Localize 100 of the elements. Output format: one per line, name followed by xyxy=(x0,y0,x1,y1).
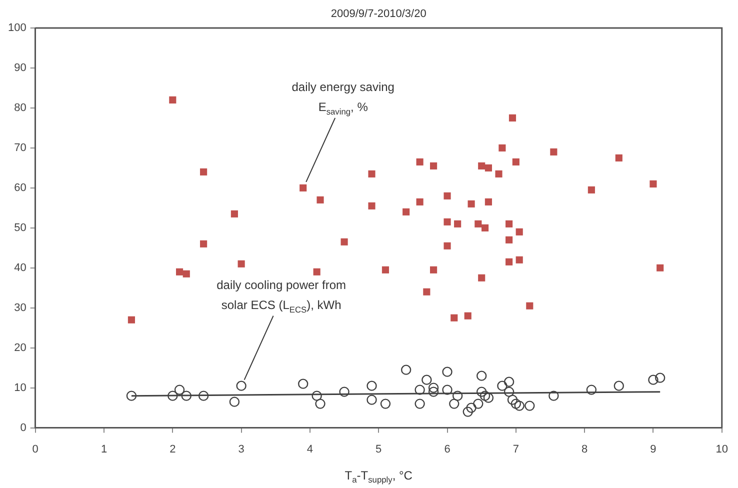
point xyxy=(174,384,185,395)
point xyxy=(402,208,410,216)
x-tick-label: 2 xyxy=(170,443,176,456)
point xyxy=(414,398,425,409)
point xyxy=(506,258,513,266)
point xyxy=(442,384,452,395)
x-tick-label: 6 xyxy=(444,443,450,456)
point xyxy=(481,224,489,232)
point xyxy=(615,154,622,162)
point xyxy=(444,242,451,250)
point xyxy=(236,380,246,391)
point xyxy=(506,236,513,244)
y-tick-label: 30 xyxy=(14,302,26,314)
point xyxy=(468,200,475,208)
point xyxy=(229,396,240,407)
x-tick-label: 3 xyxy=(238,443,244,456)
point xyxy=(315,398,326,409)
point xyxy=(400,364,412,375)
x-tick-label: 10 xyxy=(716,443,728,456)
point xyxy=(230,210,238,218)
y-tick-label: 20 xyxy=(14,342,26,354)
point xyxy=(526,302,534,310)
x-tick-label: 8 xyxy=(582,443,588,456)
y-tick-label: 80 xyxy=(14,102,26,114)
point xyxy=(548,390,559,401)
point xyxy=(504,386,514,397)
point xyxy=(614,380,624,391)
point xyxy=(416,198,424,206)
point xyxy=(442,366,452,377)
point xyxy=(510,398,522,409)
point xyxy=(312,390,322,401)
point xyxy=(466,402,476,413)
point xyxy=(300,184,307,192)
point xyxy=(586,384,597,395)
point xyxy=(498,144,506,152)
point xyxy=(476,370,487,381)
point xyxy=(464,312,472,320)
point xyxy=(316,196,324,204)
point xyxy=(366,380,377,391)
x-tick-label: 0 xyxy=(32,443,38,456)
point xyxy=(588,186,595,194)
point xyxy=(339,386,350,397)
point xyxy=(497,380,508,391)
point xyxy=(656,264,664,272)
point xyxy=(416,158,424,166)
point xyxy=(422,374,432,385)
point xyxy=(484,198,492,206)
y-tick-label: 40 xyxy=(14,262,26,274)
point xyxy=(452,390,463,401)
point xyxy=(238,260,245,268)
point xyxy=(478,162,486,170)
point xyxy=(474,220,482,228)
point xyxy=(430,162,438,170)
point xyxy=(423,288,430,296)
chart-title: 2009/9/7-2010/3/20 xyxy=(330,8,426,20)
point xyxy=(473,398,484,409)
x-tick-label: 1 xyxy=(100,443,108,456)
point xyxy=(366,394,377,405)
point xyxy=(444,192,451,200)
point xyxy=(176,268,184,276)
point xyxy=(507,394,518,405)
y-tick-label: 50 xyxy=(14,222,26,234)
point xyxy=(454,220,462,228)
y-tick-label: 0 xyxy=(20,422,26,434)
point xyxy=(182,270,190,278)
point xyxy=(516,228,523,236)
point xyxy=(169,96,176,104)
point xyxy=(368,202,376,210)
x-tick-label: 4 xyxy=(306,443,314,456)
point xyxy=(648,374,658,385)
point xyxy=(380,398,391,409)
point xyxy=(480,390,490,401)
point xyxy=(298,378,308,389)
point xyxy=(200,240,208,248)
point xyxy=(168,390,178,401)
y-tick-label: 90 xyxy=(14,62,26,74)
point xyxy=(450,314,458,322)
point xyxy=(504,376,514,387)
point xyxy=(200,168,208,176)
point xyxy=(368,170,376,178)
point xyxy=(524,400,535,411)
point xyxy=(508,114,516,122)
y-tick-label: 10 xyxy=(14,382,26,394)
x-tick-label: 5 xyxy=(376,443,382,456)
y-tick-label: 60 xyxy=(14,182,26,194)
point xyxy=(478,274,486,282)
point xyxy=(516,256,523,264)
point xyxy=(181,390,192,401)
point xyxy=(382,266,390,274)
point xyxy=(430,266,438,274)
point xyxy=(462,406,473,417)
point xyxy=(514,400,524,411)
point xyxy=(476,386,487,397)
point xyxy=(484,164,492,172)
point xyxy=(126,390,137,401)
y-tick-label: 70 xyxy=(14,142,26,154)
point xyxy=(128,316,136,324)
point xyxy=(550,148,558,156)
point xyxy=(512,158,520,166)
point xyxy=(198,390,209,401)
